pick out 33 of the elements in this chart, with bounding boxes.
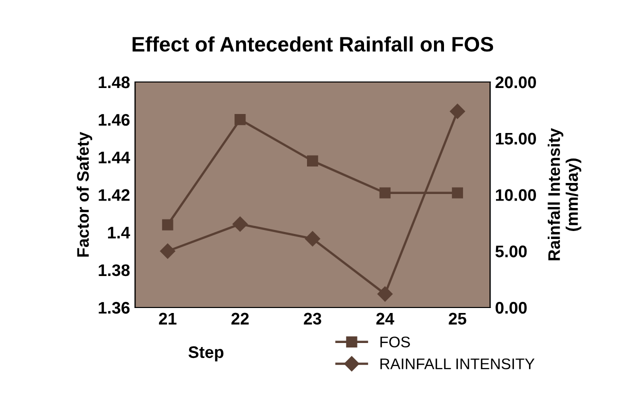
x-tick-label: 21 xyxy=(158,312,176,324)
y-axis-title: Factor of Safety xyxy=(76,132,92,257)
point xyxy=(452,187,464,198)
y2-tick-label: 10.00 xyxy=(496,189,536,201)
y2-axis-title: Rainfall Intensity (mm/day) xyxy=(548,128,582,260)
point xyxy=(377,286,393,302)
x-tick-label: 25 xyxy=(448,312,466,325)
point xyxy=(304,231,320,246)
x-axis-title: Step xyxy=(188,346,224,362)
chart-title: Effect of Antecedent Rainfall on FOS xyxy=(132,36,494,52)
y-tick-label: 1.4 xyxy=(108,226,130,238)
y-tick-label: 1.36 xyxy=(98,302,130,314)
x-tick-label: 24 xyxy=(376,312,394,324)
y-tick-label: 1.44 xyxy=(98,152,130,164)
y2-tick-label: 0.00 xyxy=(496,302,527,314)
legend-label: FOS xyxy=(380,336,410,348)
legend-label: RAINFALL INTENSITY xyxy=(380,358,535,370)
y-tick-label: 1.42 xyxy=(98,189,130,201)
point xyxy=(232,216,248,232)
y-tick-label: 1.38 xyxy=(98,264,130,276)
point xyxy=(162,219,174,230)
point xyxy=(379,187,391,198)
y2-tick-label: 15.00 xyxy=(496,132,536,145)
y2-tick-label: 5.00 xyxy=(495,246,527,258)
x-tick-label: 23 xyxy=(304,312,322,325)
point xyxy=(160,244,176,259)
y2-tick-label: 20.00 xyxy=(496,76,536,88)
y-tick-label: 1.48 xyxy=(98,76,130,88)
point xyxy=(307,155,318,166)
point xyxy=(450,104,466,119)
x-tick-label: 22 xyxy=(231,312,249,324)
point xyxy=(234,114,246,126)
y-tick-label: 1.46 xyxy=(98,114,130,126)
